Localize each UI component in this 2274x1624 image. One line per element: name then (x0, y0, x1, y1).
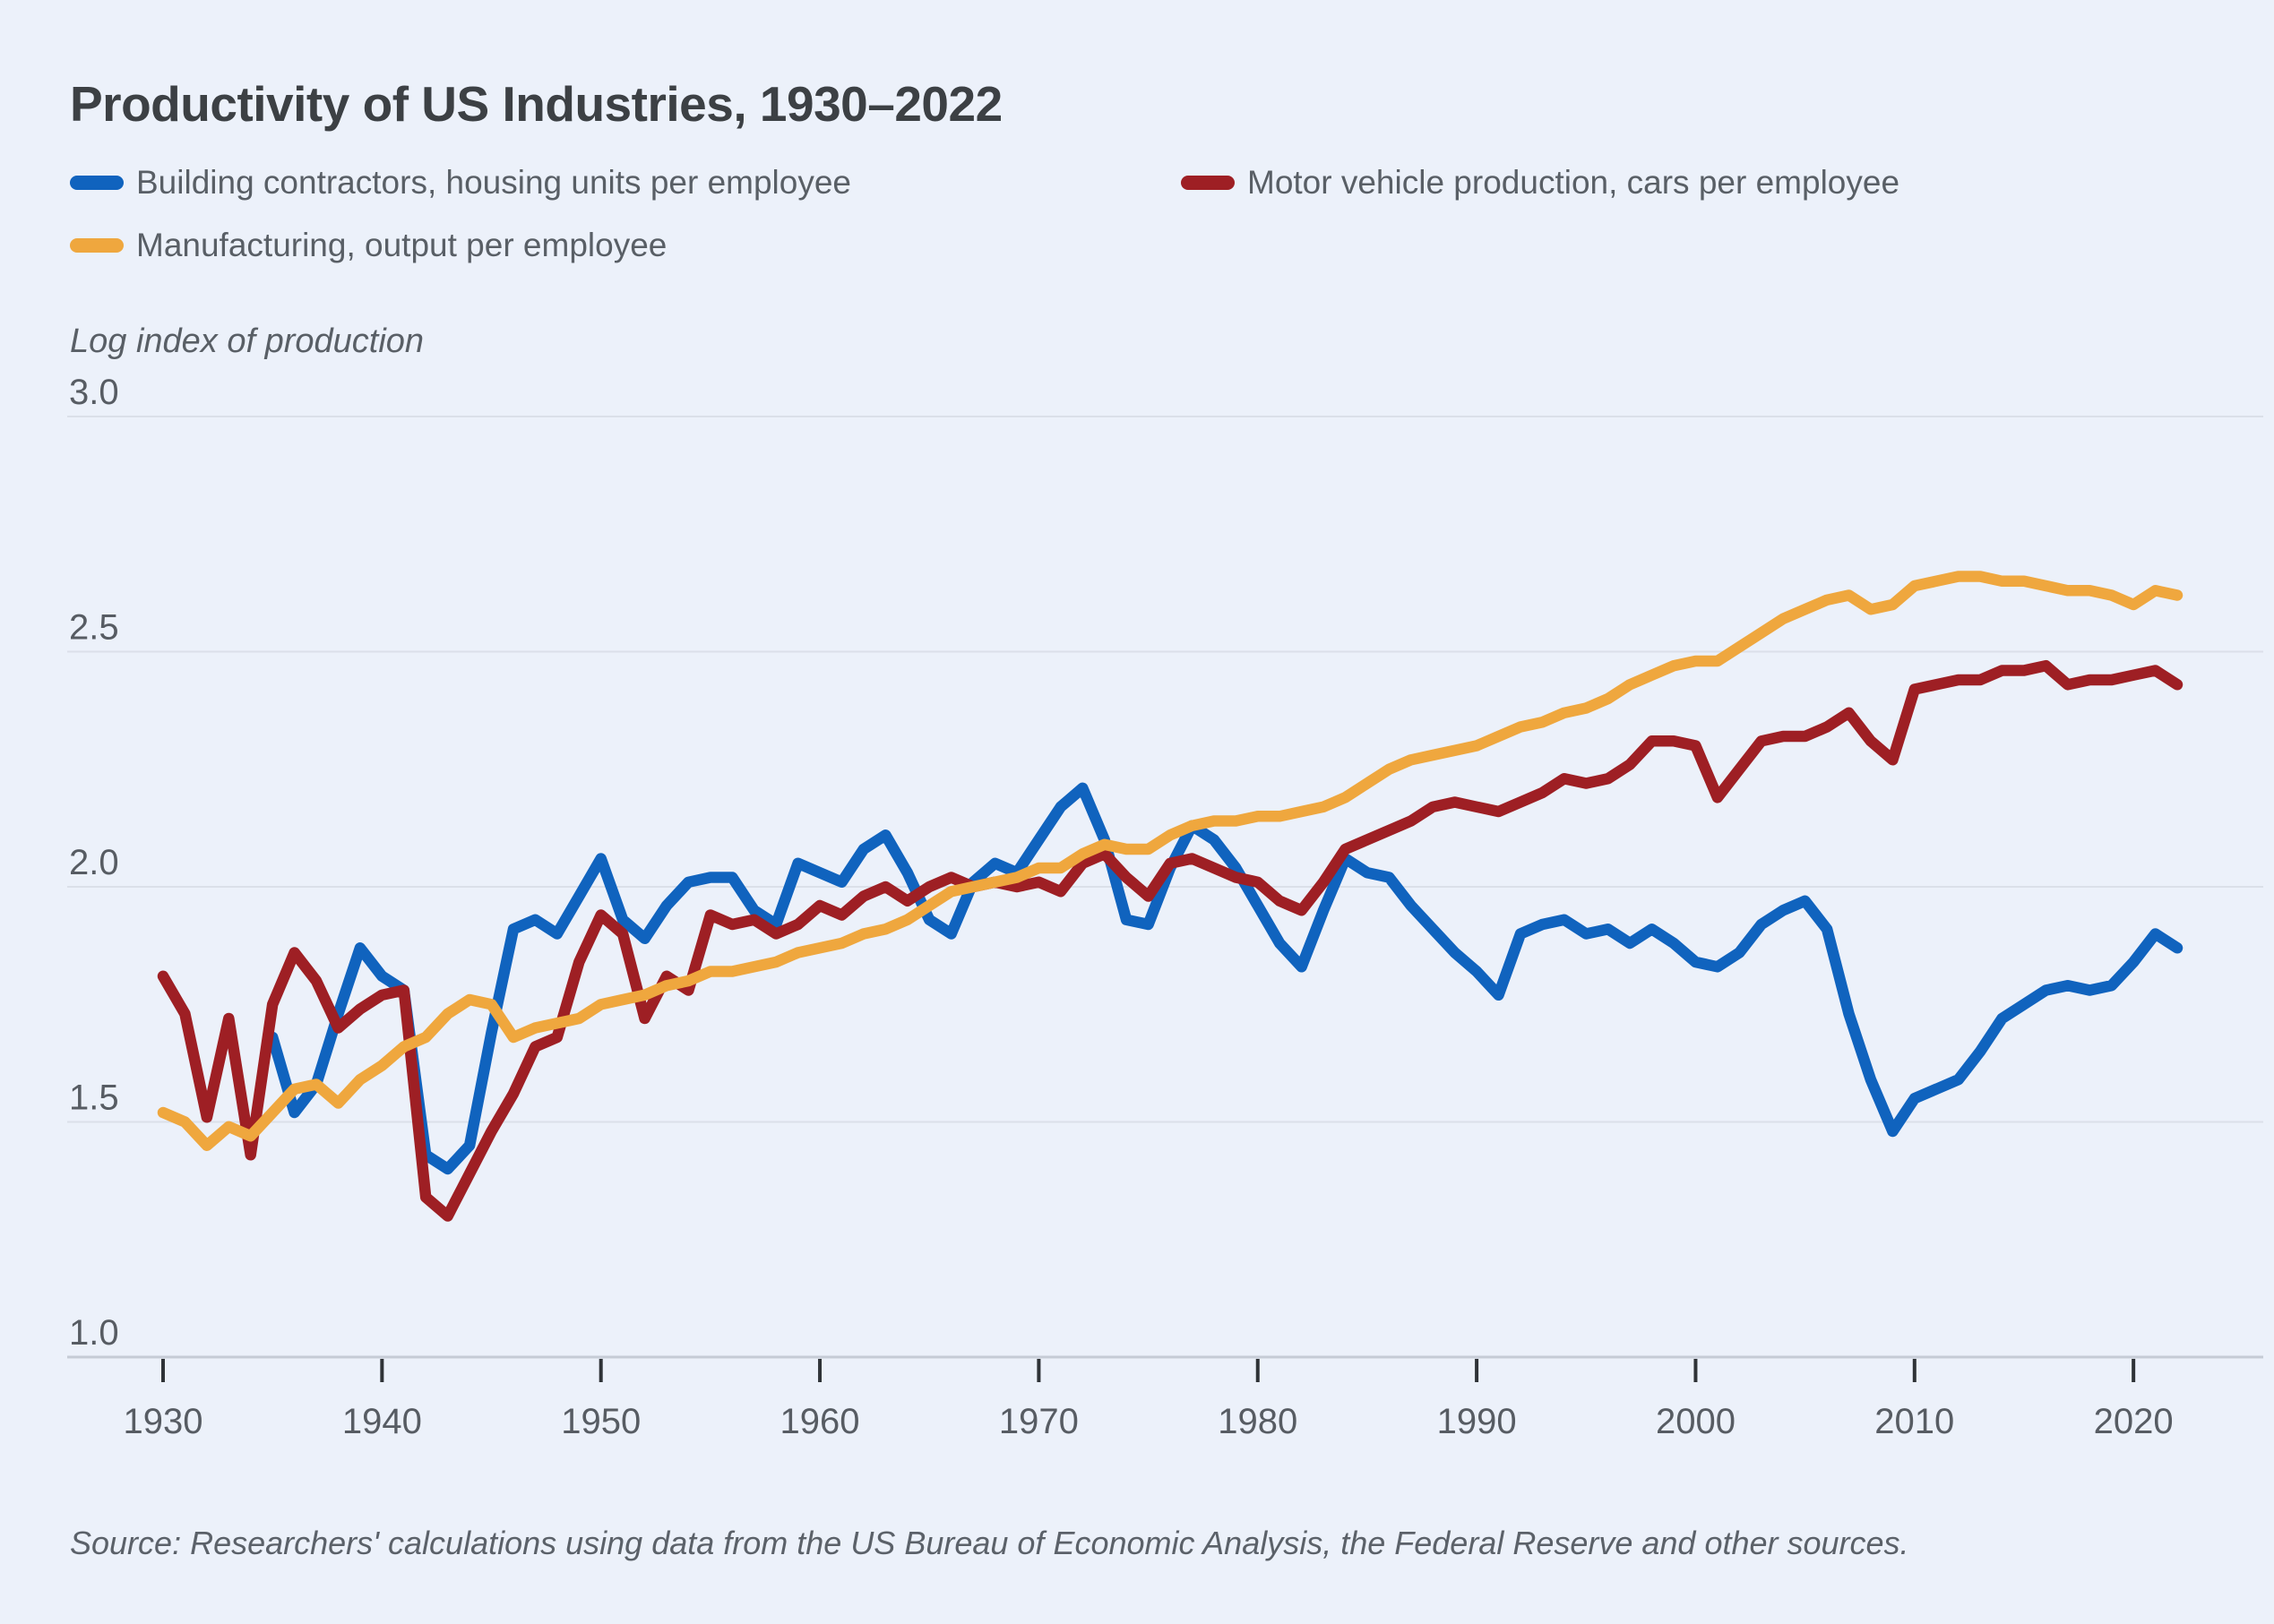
y-tick-label: 2.5 (69, 608, 119, 648)
x-tick-label: 1970 (999, 1402, 1079, 1441)
y-tick-label: 2.0 (69, 843, 119, 882)
x-tick-label: 2000 (1656, 1402, 1736, 1441)
series-motor-vehicle-production-cars-per-employee (157, 659, 2184, 1222)
x-tick-label: 2010 (1874, 1402, 1954, 1441)
y-tick-label: 1.5 (69, 1078, 119, 1118)
legend-swatch-yellow-icon (70, 238, 124, 253)
series-manufacturing-output-per-employee (157, 571, 2184, 1152)
x-tick-label: 2020 (2094, 1402, 2174, 1441)
x-tick-label: 1980 (1218, 1402, 1297, 1441)
chart-title: Productivity of US Industries, 1930–2022 (70, 76, 1003, 132)
x-tick-label: 1960 (780, 1402, 860, 1441)
y-tick-label: 3.0 (69, 373, 119, 412)
legend-label: Motor vehicle production, cars per emplo… (1247, 164, 1900, 201)
legend-swatch-blue-icon (70, 176, 124, 190)
source-note: Source: Researchers' calculations using … (70, 1525, 1909, 1561)
series-building-contractors-housing-units-per-employee (266, 782, 2184, 1175)
x-axis: 1930 1940 1950 1960 1970 1980 1990 2000 2010 2020 (124, 1359, 2174, 1441)
x-tick-label: 1930 (124, 1402, 203, 1441)
x-tick-label: 1990 (1437, 1402, 1517, 1441)
legend-item-motor-vehicle: Motor vehicle production, cars per emplo… (1181, 163, 1899, 202)
legend-label: Manufacturing, output per employee (136, 227, 668, 263)
legend-label: Building contractors, housing units per … (136, 164, 852, 201)
legend-item-manufacturing: Manufacturing, output per employee (70, 226, 667, 265)
legend-swatch-red-icon (1181, 176, 1235, 190)
y-tick-label: 1.0 (69, 1313, 119, 1353)
x-tick-label: 1940 (342, 1402, 422, 1441)
legend-item-building-contractors: Building contractors, housing units per … (70, 163, 851, 202)
y-axis-title: Log index of production (70, 322, 425, 360)
x-tick-label: 1950 (561, 1402, 641, 1441)
gridlines: 3.0 2.5 2.0 1.5 1.0 (67, 373, 2263, 1359)
